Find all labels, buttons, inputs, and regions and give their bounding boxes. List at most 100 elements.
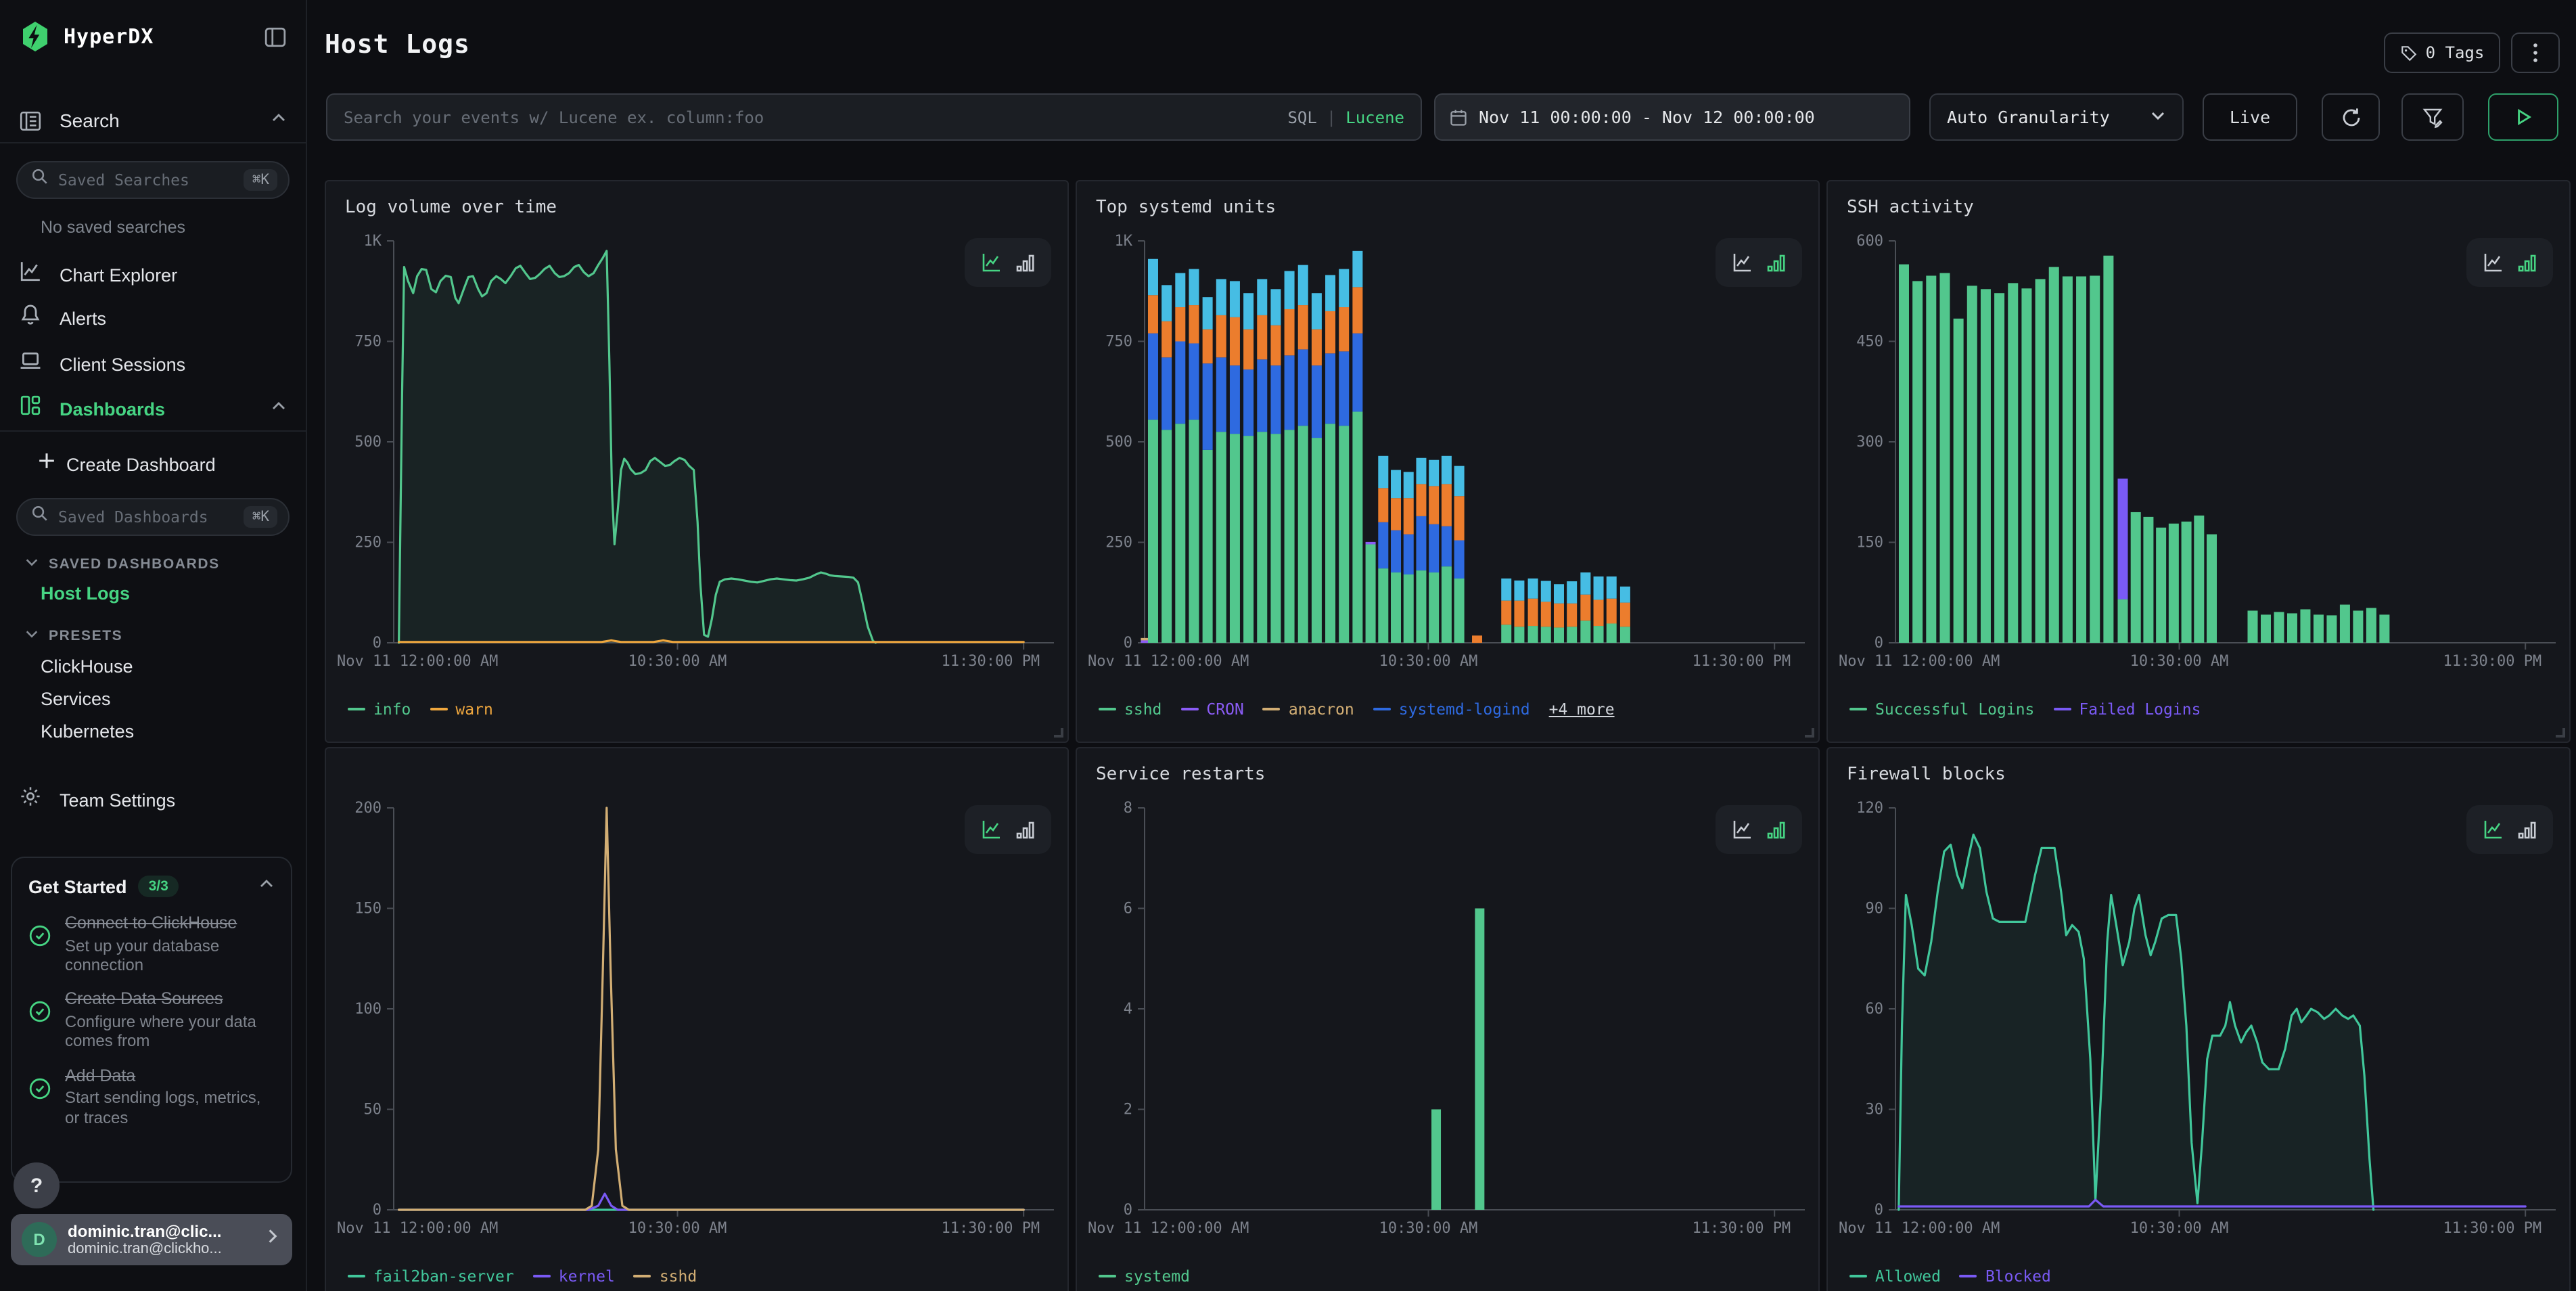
svg-text:500: 500 (1105, 434, 1132, 451)
line-chart-view-icon[interactable] (980, 252, 1002, 273)
section-label: PRESETS (49, 628, 123, 644)
sql-toggle[interactable]: SQL (1287, 108, 1317, 127)
chart-canvas[interactable]: 0 250 500 750 1K Nov 11 12:00:00 AM 10:30:00 A… (1085, 230, 1808, 677)
bar-chart-view-icon[interactable] (1765, 252, 1787, 273)
sidebar-item-alerts[interactable]: Alerts (0, 300, 306, 336)
user-menu[interactable]: D dominic.tran@clic... dominic.tran@clic… (11, 1214, 292, 1265)
create-dashboard-button[interactable]: Create Dashboard (0, 447, 306, 482)
sidebar-item-clickhouse[interactable]: ClickHouse (41, 656, 133, 677)
sidebar-item-search[interactable]: Search (0, 103, 306, 138)
legend-item[interactable]: anacron (1262, 700, 1354, 719)
granularity-value: Auto Granularity (1947, 107, 2110, 127)
chart-canvas[interactable]: 0 2 4 6 8 Nov 11 12:00:00 AM 10:30:00 AM 11:30:… (1085, 797, 1808, 1244)
saved-dashboards-section-header[interactable]: SAVED DASHBOARDS (0, 552, 306, 576)
refresh-button[interactable] (2322, 93, 2380, 141)
svg-text:11:30:00 PM: 11:30:00 PM (1692, 1220, 1791, 1237)
date-range-input[interactable]: Nov 11 00:00:00 - Nov 12 00:00:00 (1434, 93, 1910, 141)
bar-chart-view-icon[interactable] (2516, 252, 2537, 273)
line-chart-view-icon[interactable] (1731, 819, 1753, 840)
resize-handle[interactable] (1054, 728, 1063, 738)
lucene-toggle[interactable]: Lucene (1346, 108, 1404, 127)
filter-button[interactable] (2401, 93, 2464, 141)
bar-chart-view-icon[interactable] (1765, 819, 1787, 840)
svg-text:Nov 11 12:00:00 AM: Nov 11 12:00:00 AM (1088, 653, 1249, 670)
filter-edit-icon (2422, 106, 2443, 128)
chart-canvas[interactable]: 0 50 100 150 200 Nov 11 12:00:00 AM 10:30:00 A… (334, 797, 1057, 1244)
chart-panel-ssh-activity: SSH activity 0 150 300 450 600 Nov 11 12:00:0… (1826, 180, 2571, 743)
legend-item[interactable]: CRON (1180, 700, 1244, 719)
kebab-icon (2533, 42, 2538, 64)
legend-label: Failed Logins (2079, 700, 2201, 719)
legend-item[interactable]: systemd-logind (1373, 700, 1530, 719)
legend-item[interactable]: Successful Logins (1849, 700, 2034, 719)
svg-text:0: 0 (373, 1202, 382, 1219)
help-button[interactable]: ? (14, 1162, 60, 1208)
legend-item[interactable]: info (348, 700, 411, 719)
legend-more-link[interactable]: +4 more (1548, 700, 1615, 719)
svg-text:120: 120 (1856, 800, 1883, 817)
chart-legend: info warn (348, 700, 493, 719)
chevron-up-icon[interactable] (258, 874, 275, 899)
sidebar-item-host-logs[interactable]: Host Logs (41, 583, 130, 604)
saved-dashboards-placeholder: Saved Dashboards (58, 507, 208, 526)
svg-text:750: 750 (1105, 334, 1132, 350)
chart-canvas[interactable]: 0 250 500 750 1K Nov 11 12:00:00 AM 10:30:00 A… (334, 230, 1057, 677)
user-name: dominic.tran@clic... (68, 1222, 222, 1241)
svg-text:750: 750 (354, 334, 382, 350)
line-chart-view-icon[interactable] (980, 819, 1002, 840)
bar-chart-view-icon[interactable] (1014, 819, 1036, 840)
sidebar-item-dashboards[interactable]: Dashboards (0, 391, 306, 426)
run-query-button[interactable] (2488, 93, 2558, 141)
chevron-up-icon (271, 397, 287, 421)
svg-text:10:30:00 AM: 10:30:00 AM (628, 653, 727, 670)
bar-chart-view-icon[interactable] (1014, 252, 1036, 273)
tag-icon (2400, 44, 2418, 62)
svg-text:6: 6 (1124, 901, 1132, 918)
line-chart-view-icon[interactable] (1731, 252, 1753, 273)
resize-handle[interactable] (1805, 728, 1814, 738)
gear-icon (19, 785, 42, 815)
bar-chart-view-icon[interactable] (2516, 819, 2537, 840)
sidebar-item-services[interactable]: Services (41, 689, 111, 709)
legend-item[interactable]: sshd (1099, 700, 1162, 719)
get-started-item[interactable]: Add Data Start sending logs, metrics, or … (28, 1066, 275, 1128)
get-started-item[interactable]: Create Data Sources Configure where your … (28, 990, 275, 1051)
svg-text:Nov 11 12:00:00 AM: Nov 11 12:00:00 AM (337, 1220, 498, 1237)
legend-item[interactable]: sshd (633, 1267, 697, 1286)
chart-canvas[interactable]: 0 150 300 450 600 Nov 11 12:00:00 AM 10:30:00 … (1836, 230, 2558, 677)
legend-item[interactable]: Failed Logins (2053, 700, 2201, 719)
live-button[interactable]: Live (2203, 93, 2297, 141)
legend-item[interactable]: fail2ban-server (348, 1267, 514, 1286)
sidebar-collapse-icon[interactable] (264, 25, 287, 48)
more-options-button[interactable] (2511, 32, 2560, 73)
get-started-item[interactable]: Connect to ClickHouse Set up your databas… (28, 913, 275, 975)
search-nav-icon (19, 109, 42, 132)
legend-item[interactable]: Blocked (1959, 1267, 2051, 1286)
sidebar-item-team-settings[interactable]: Team Settings (0, 782, 306, 817)
legend-item[interactable]: kernel (532, 1267, 615, 1286)
chevron-up-icon (271, 108, 287, 133)
brand-name: HyperDX (64, 24, 154, 49)
presets-section-header[interactable]: PRESETS (0, 624, 306, 648)
granularity-select[interactable]: Auto Granularity (1929, 93, 2184, 141)
sidebar-item-kubernetes[interactable]: Kubernetes (41, 721, 135, 742)
legend-item[interactable]: Allowed (1849, 1267, 1941, 1286)
search-icon (31, 505, 49, 529)
resize-handle[interactable] (2556, 728, 2565, 738)
line-chart-view-icon[interactable] (2482, 819, 2504, 840)
legend-item[interactable]: warn (430, 700, 493, 719)
chart-canvas[interactable]: 0 30 60 90 120 Nov 11 12:00:00 AM 10:30:00 AM 1… (1836, 797, 2558, 1244)
saved-searches-input[interactable]: Saved Searches ⌘K (16, 161, 290, 199)
sidebar-item-label: Alerts (60, 308, 107, 328)
refresh-icon (2340, 106, 2362, 128)
sidebar-item-client-sessions[interactable]: Client Sessions (0, 346, 306, 382)
sidebar-item-chart-explorer[interactable]: Chart Explorer (0, 257, 306, 292)
chart-legend: Successful Logins Failed Logins (1849, 700, 2201, 719)
tags-button[interactable]: 0 Tags (2384, 32, 2500, 73)
legend-item[interactable]: systemd (1099, 1267, 1190, 1286)
search-input[interactable]: Search your events w/ Lucene ex. column:… (326, 93, 1422, 141)
saved-dashboards-input[interactable]: Saved Dashboards ⌘K (16, 498, 290, 536)
legend-swatch (348, 1275, 365, 1277)
line-chart-view-icon[interactable] (2482, 252, 2504, 273)
avatar: D (22, 1222, 57, 1257)
